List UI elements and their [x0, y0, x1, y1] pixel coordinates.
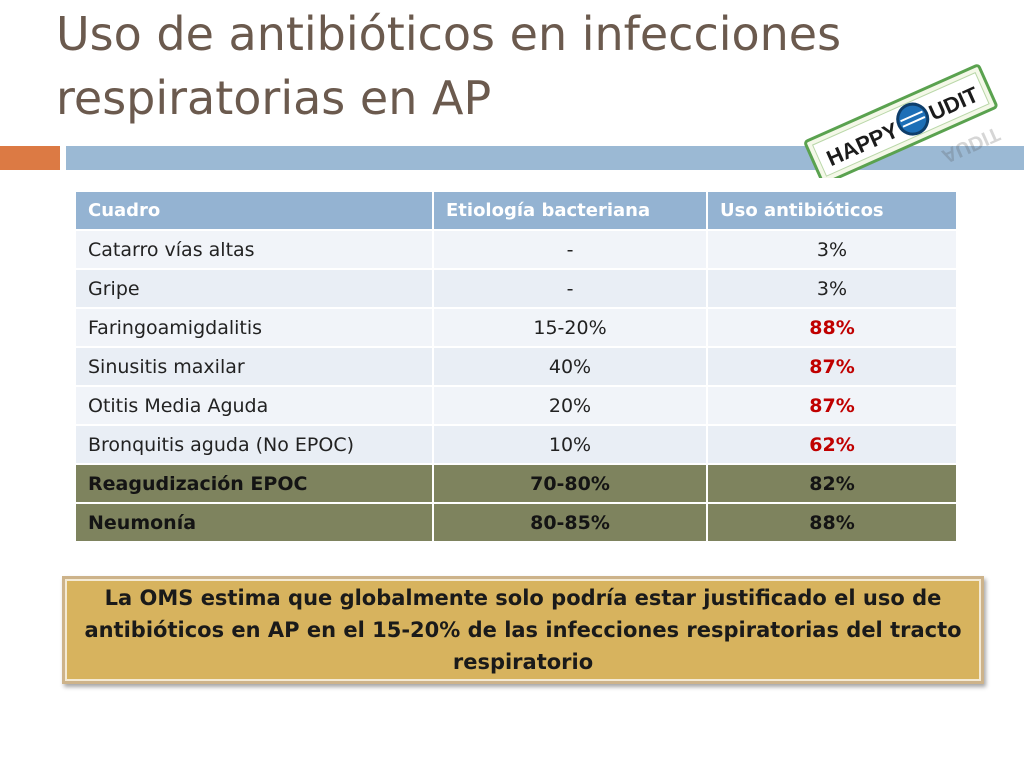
accent-bar-orange — [0, 146, 60, 170]
column-header-uso: Uso antibióticos — [706, 190, 958, 231]
cell-cuadro: Reagudización EPOC — [74, 463, 434, 504]
table-row-highlighted: Reagudización EPOC 70-80% 82% — [74, 463, 958, 504]
table-row: Faringoamigdalitis 15-20% 88% — [74, 307, 958, 348]
cell-etiologia: 40% — [432, 346, 708, 387]
cell-uso: 87% — [706, 346, 958, 387]
cell-uso: 3% — [706, 229, 958, 270]
cell-etiologia: 20% — [432, 385, 708, 426]
slide-title-line-2: respiratorias en AP — [56, 71, 492, 125]
cell-cuadro: Faringoamigdalitis — [74, 307, 434, 348]
cell-etiologia: 70-80% — [432, 463, 708, 504]
cell-etiologia: - — [432, 229, 708, 270]
table-row: Gripe - 3% — [74, 268, 958, 309]
column-header-cuadro: Cuadro — [74, 190, 434, 231]
cell-uso: 82% — [706, 463, 958, 504]
table-row: Bronquitis aguda (No EPOC) 10% 62% — [74, 424, 958, 465]
happy-audit-logo: HAPPY UDIT AUDIT — [804, 64, 1003, 178]
cell-uso: 88% — [706, 307, 958, 348]
cell-cuadro: Gripe — [74, 268, 434, 309]
table-row-highlighted: Neumonía 80-85% 88% — [74, 502, 958, 543]
slide-title-line-1: Uso de antibióticos en infecciones — [56, 7, 842, 61]
column-header-etiologia: Etiología bacteriana — [432, 190, 708, 231]
cell-uso: 88% — [706, 502, 958, 543]
cell-cuadro: Otitis Media Aguda — [74, 385, 434, 426]
cell-cuadro: Neumonía — [74, 502, 434, 543]
cell-uso: 3% — [706, 268, 958, 309]
cell-etiologia: - — [432, 268, 708, 309]
slide-title: Uso de antibióticos en infecciones respi… — [56, 2, 842, 130]
cell-etiologia: 80-85% — [432, 502, 708, 543]
cell-uso: 87% — [706, 385, 958, 426]
table-header-row: Cuadro Etiología bacteriana Uso antibiót… — [74, 190, 958, 231]
table-row: Otitis Media Aguda 20% 87% — [74, 385, 958, 426]
cell-cuadro: Sinusitis maxilar — [74, 346, 434, 387]
cell-etiologia: 15-20% — [432, 307, 708, 348]
table-row: Catarro vías altas - 3% — [74, 229, 958, 270]
cell-uso: 62% — [706, 424, 958, 465]
cell-cuadro: Catarro vías altas — [74, 229, 434, 270]
oms-note-text: La OMS estima que globalmente solo podrí… — [84, 586, 962, 674]
antibiotics-table: Cuadro Etiología bacteriana Uso antibiót… — [74, 190, 958, 543]
cell-cuadro: Bronquitis aguda (No EPOC) — [74, 424, 434, 465]
table-row: Sinusitis maxilar 40% 87% — [74, 346, 958, 387]
oms-note-box: La OMS estima que globalmente solo podrí… — [62, 576, 984, 684]
cell-etiologia: 10% — [432, 424, 708, 465]
